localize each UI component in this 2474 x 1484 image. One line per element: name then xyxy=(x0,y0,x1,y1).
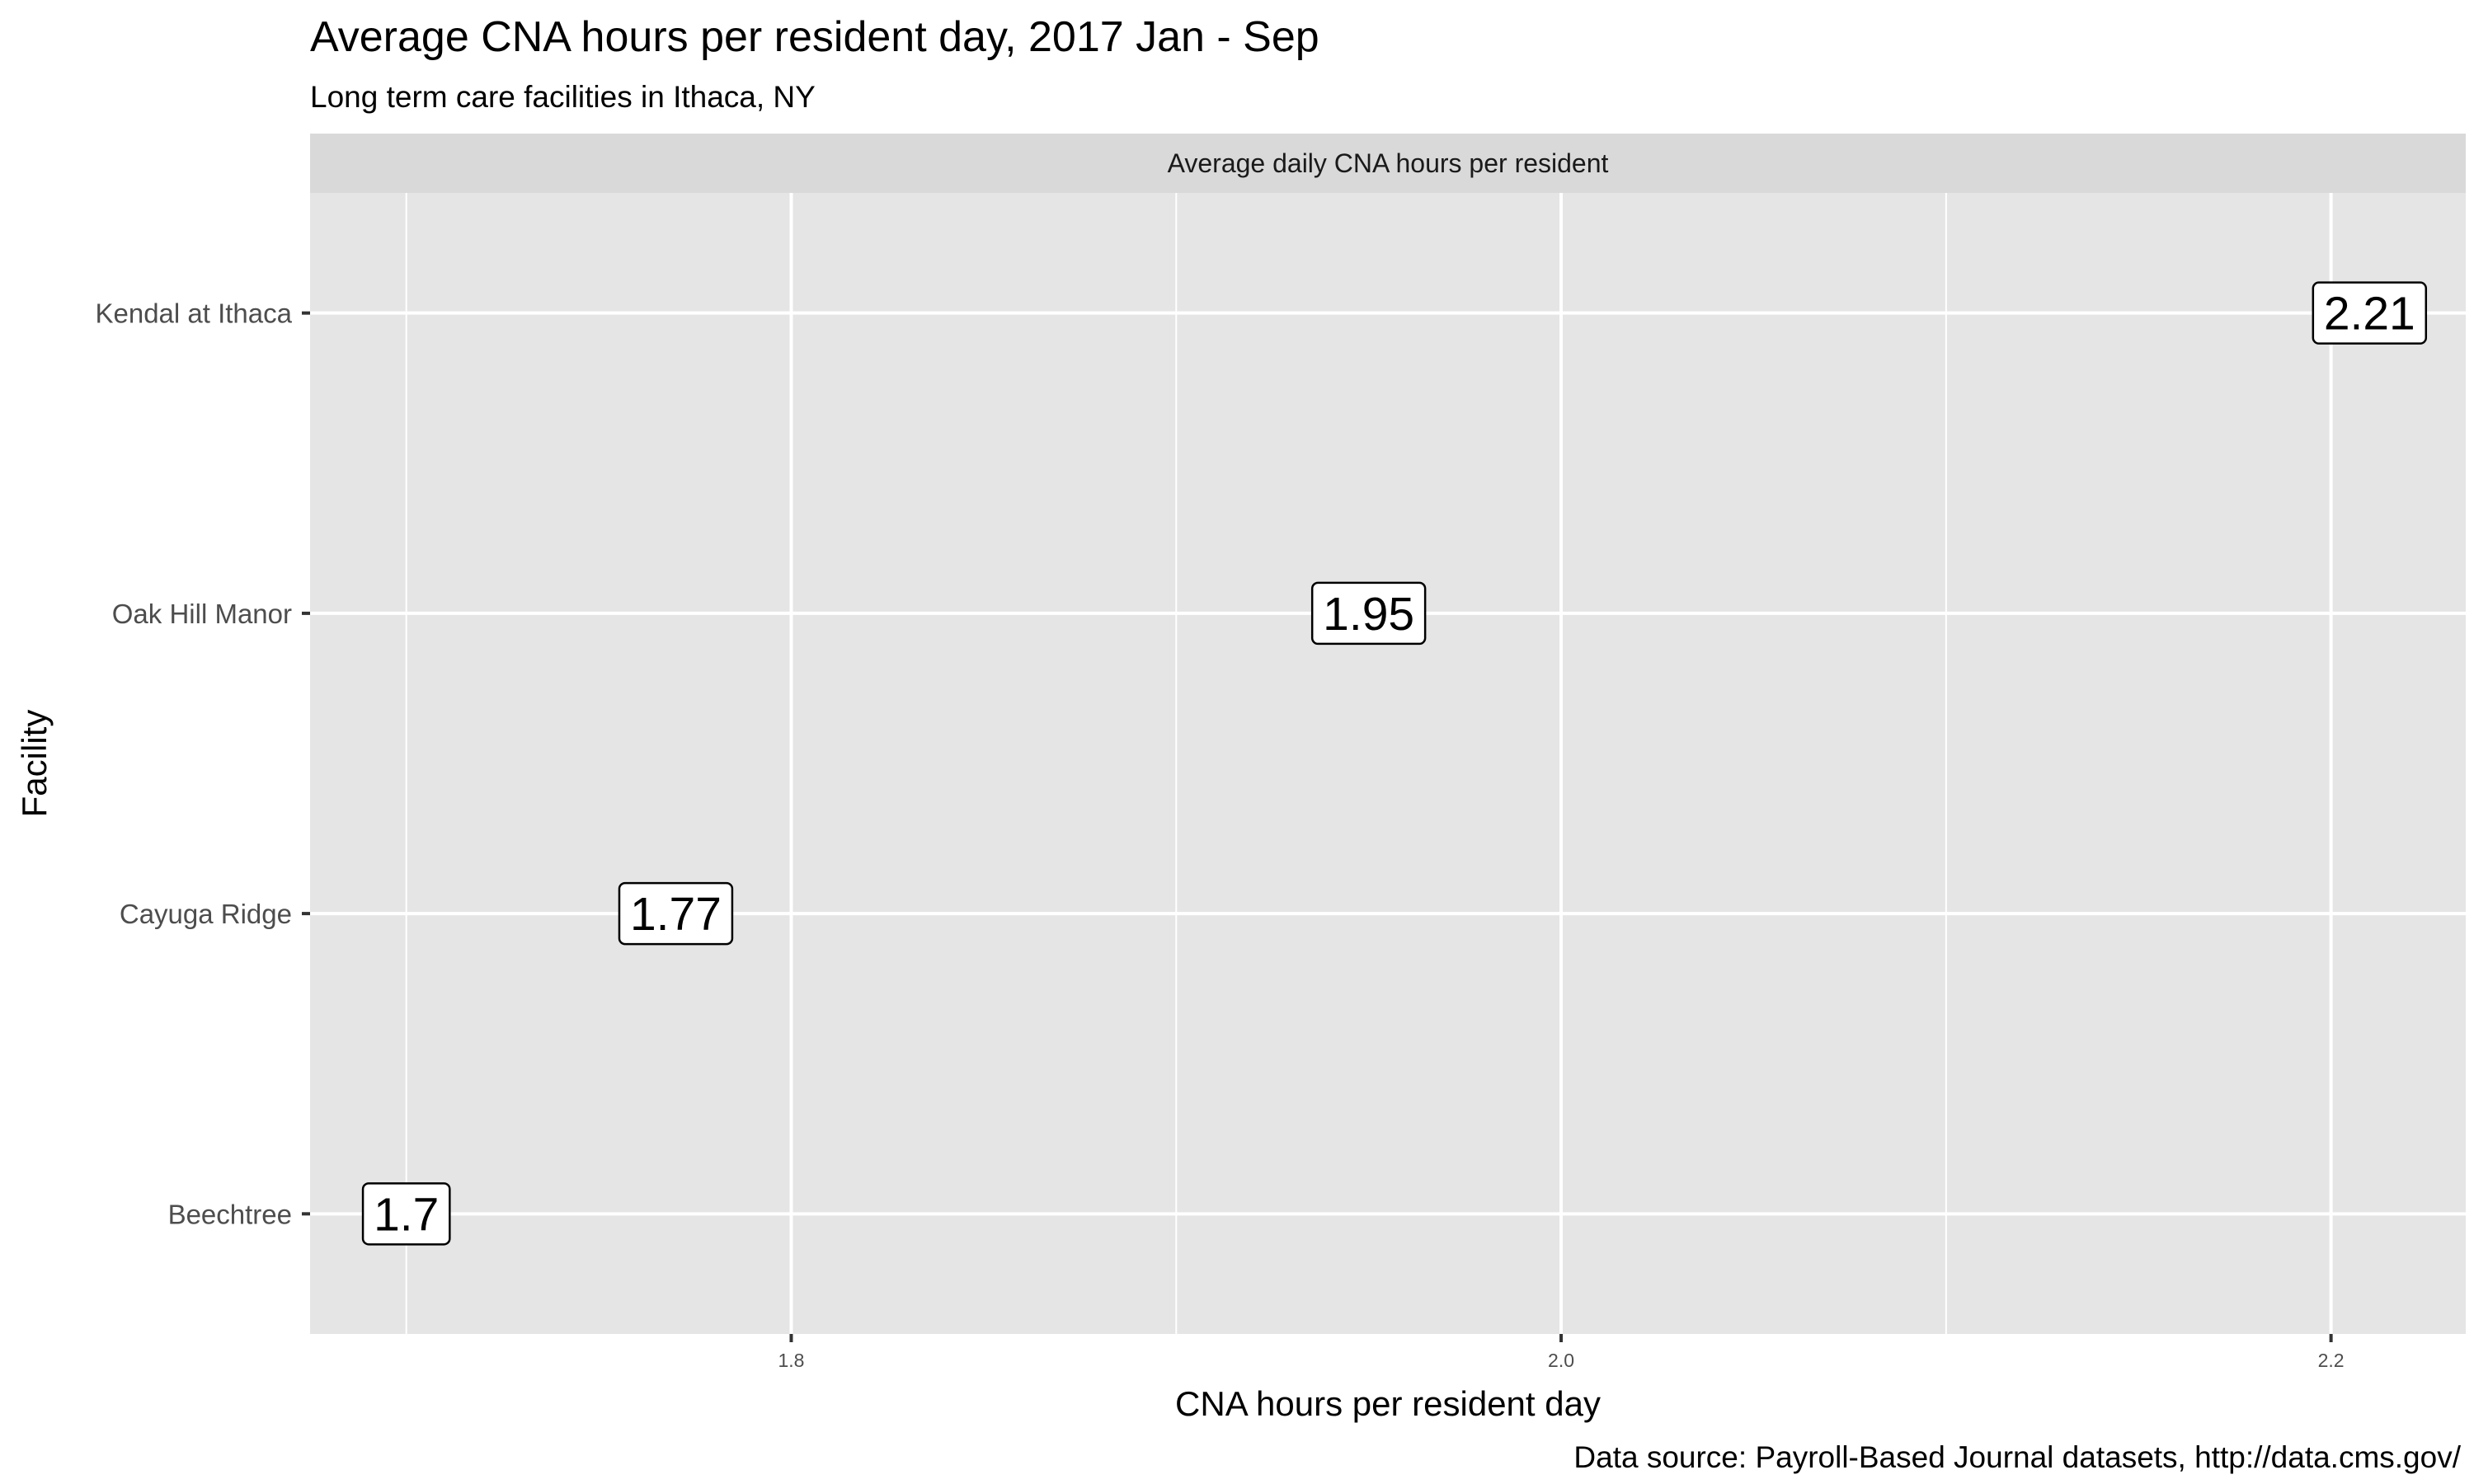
data-labels: 1.7 1.77 1.95 2.21 xyxy=(361,281,2428,1246)
y-tick-label: Beechtree xyxy=(168,1199,292,1229)
x-tick-label: 1.8 xyxy=(778,1350,804,1371)
x-axis: 1.8 2.0 2.2 xyxy=(778,1334,2345,1371)
x-axis-title: CNA hours per resident day xyxy=(1175,1384,1601,1423)
chart-title: Average CNA hours per resident day, 2017… xyxy=(310,13,1319,61)
data-label-box xyxy=(361,1182,451,1246)
y-tick-label: Cayuga Ridge xyxy=(120,899,292,929)
data-point: 1.7 xyxy=(361,1182,451,1246)
y-tick-label: Kendal at Ithaca xyxy=(95,298,292,329)
x-tick-label: 2.2 xyxy=(2318,1350,2345,1371)
data-label-box xyxy=(2312,281,2428,345)
chart-caption: Data source: Payroll-Based Journal datas… xyxy=(1573,1440,2461,1474)
data-label-box xyxy=(618,881,734,946)
data-point: 1.77 xyxy=(618,881,734,946)
facet-strip xyxy=(310,134,2466,193)
data-point: 1.95 xyxy=(1310,581,1427,646)
data-label-box xyxy=(1310,581,1427,646)
y-axis-title: Facility xyxy=(15,710,54,818)
data-label: 1.95 xyxy=(1323,588,1414,641)
facet-strip-label: Average daily CNA hours per resident xyxy=(1168,148,1609,178)
data-point: 2.21 xyxy=(2312,281,2428,345)
y-tick-label: Oak Hill Manor xyxy=(112,599,292,629)
plot-panel xyxy=(310,193,2466,1334)
x-tick-label: 2.0 xyxy=(1548,1350,1574,1371)
chart-subtitle: Long term care facilities in Ithaca, NY xyxy=(310,80,816,114)
data-label: 1.77 xyxy=(630,888,722,941)
data-label: 2.21 xyxy=(2324,288,2415,340)
y-axis: Beechtree Cayuga Ridge Oak Hill Manor Kenda… xyxy=(95,298,310,1229)
data-label: 1.7 xyxy=(374,1188,439,1241)
